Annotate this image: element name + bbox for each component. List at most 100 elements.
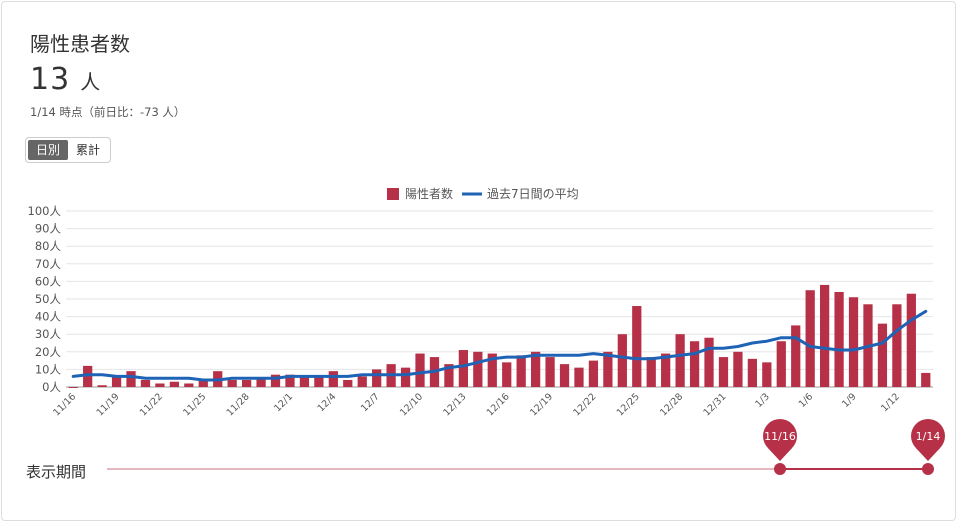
bar [921, 372, 931, 387]
y-tick-label: 100人 [28, 204, 62, 218]
y-tick-label: 90人 [35, 222, 62, 236]
bar [906, 293, 916, 387]
bar [805, 290, 815, 387]
period-start-handle-pin-head [763, 419, 797, 453]
bar [588, 360, 599, 387]
bar [892, 304, 902, 387]
y-tick-label: 70人 [35, 257, 62, 271]
daily-toggle-button[interactable]: 日別 [28, 140, 69, 160]
bar [877, 323, 888, 387]
bar [733, 351, 743, 387]
bar [776, 341, 786, 387]
bar [169, 381, 179, 387]
x-tick-label: 1/12 [879, 391, 902, 414]
bar-line-chart: 0人 10人 20人 30人 40人 50人 60人 70人 80人 90人 100人 11/16 11… [28, 186, 945, 475]
x-tick-label: 12/1 [272, 391, 295, 414]
bar [747, 358, 757, 387]
bar [661, 353, 671, 387]
bar [111, 376, 122, 387]
x-tick-label: 1/9 [840, 391, 859, 410]
y-tick-label: 0人 [42, 380, 61, 394]
legend-swatch-bar [387, 188, 399, 200]
bar [270, 374, 281, 387]
card-title: 陽性患者数 [30, 32, 130, 56]
x-tick-label: 11/25 [181, 391, 208, 418]
total-value-unit: 人 [80, 70, 102, 94]
total-value: 13 人 [30, 62, 101, 97]
bar [762, 362, 772, 387]
bar [155, 383, 165, 387]
x-tick-label: 12/7 [359, 391, 382, 414]
legend-label-bar: 陽性者数 [405, 186, 453, 201]
period-end-handle[interactable] [922, 463, 934, 475]
average-line [71, 309, 928, 382]
bar [285, 374, 295, 387]
bar [299, 376, 310, 387]
bar [848, 297, 859, 387]
bar [314, 376, 324, 387]
bar [97, 385, 107, 387]
x-tick-label: 12/16 [485, 391, 512, 418]
bar [242, 379, 252, 387]
bar [83, 365, 93, 387]
bar [328, 371, 338, 387]
cumulative-toggle-button[interactable]: 累計 [76, 143, 101, 157]
bar [574, 367, 584, 387]
period-end-handle-pin-head [911, 419, 945, 453]
x-tick-label: 11/22 [138, 391, 165, 418]
bar [227, 379, 237, 387]
bar [372, 369, 382, 387]
x-tick-label: 12/28 [658, 391, 685, 418]
bar [559, 364, 570, 387]
x-tick-label: 12/22 [571, 391, 598, 418]
y-tick-label: 30人 [35, 327, 62, 341]
x-tick-label: 12/4 [316, 391, 339, 414]
y-tick-label: 60人 [35, 274, 62, 288]
bar [473, 351, 483, 387]
x-tick-label: 1/3 [753, 391, 772, 410]
y-tick-label: 40人 [35, 310, 62, 324]
x-tick-label: 12/19 [528, 391, 555, 418]
bar [531, 351, 541, 387]
bar [126, 371, 136, 387]
y-tick-label: 10人 [35, 362, 62, 376]
bar [820, 284, 830, 387]
bar [357, 376, 367, 387]
bar [140, 379, 151, 387]
bar [603, 351, 613, 387]
bar [646, 357, 656, 387]
bar [198, 379, 208, 387]
bar [444, 364, 454, 387]
period-end-handle-label: 1/14 [916, 430, 941, 443]
bar [704, 337, 714, 387]
bar [415, 353, 425, 387]
x-tick-label: 12/13 [441, 391, 468, 418]
x-tick-label: 1/6 [797, 391, 816, 410]
y-tick-label: 20人 [35, 345, 62, 359]
y-tick-label: 80人 [35, 239, 62, 253]
bar [458, 350, 468, 387]
bar [502, 362, 512, 387]
period-start-handle[interactable] [774, 463, 786, 475]
bar [516, 355, 526, 387]
bar [718, 357, 729, 387]
x-tick-label: 12/25 [615, 391, 642, 418]
bar [545, 357, 555, 387]
view-toggle: 日別 累計 [25, 137, 112, 163]
bar [400, 367, 411, 387]
x-tick-label: 11/16 [51, 391, 78, 418]
x-tick-label: 12/31 [701, 391, 728, 418]
bar [791, 325, 801, 387]
bar [675, 334, 685, 387]
bar [617, 334, 627, 387]
x-tick-label: 11/28 [225, 391, 252, 418]
update-info: 1/14 時点（前日比：-73 人） [30, 105, 186, 119]
bar [689, 341, 700, 387]
bar [487, 353, 497, 387]
bar [632, 306, 642, 387]
x-tick-label: 12/10 [398, 391, 425, 418]
total-value-number: 13 [30, 62, 71, 97]
legend-label-line: 過去7日間の平均 [487, 187, 579, 201]
bar [68, 387, 78, 388]
